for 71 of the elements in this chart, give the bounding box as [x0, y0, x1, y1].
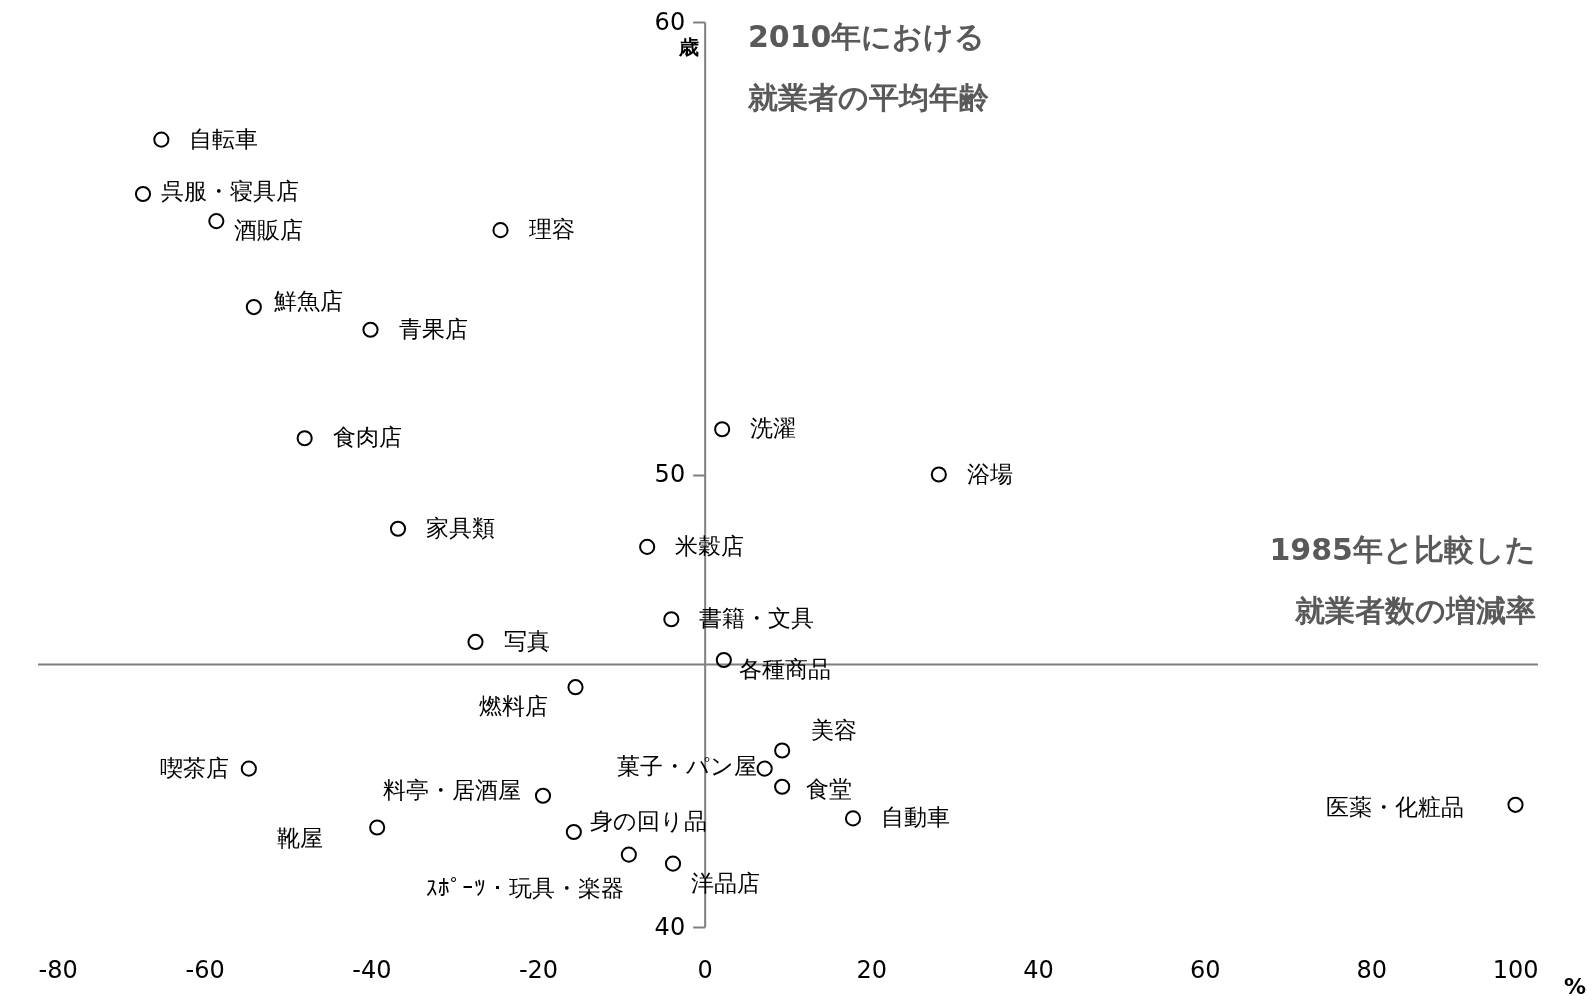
- point: [774, 742, 791, 759]
- annotation: 青果店: [398, 315, 468, 342]
- annotation: 食堂: [806, 775, 853, 802]
- y-tick-label: 40: [654, 912, 686, 941]
- annotation: 自転車: [189, 125, 259, 152]
- point: [714, 421, 731, 438]
- point: [467, 633, 484, 650]
- point: [639, 538, 656, 555]
- annotation: 1985年と比較した: [1269, 532, 1536, 567]
- annotation: ｽﾎﾟｰﾂ・玩具・楽器: [425, 874, 624, 901]
- point: [565, 823, 582, 841]
- annotation: 米穀店: [675, 532, 745, 559]
- annotation: 喫茶店: [159, 754, 229, 781]
- annotation: 呉服・寝具店: [161, 177, 299, 204]
- point: [208, 213, 225, 230]
- point: [134, 185, 152, 203]
- annotation: 身の回り品: [589, 807, 707, 834]
- point: [362, 321, 379, 338]
- point: [774, 778, 791, 795]
- point: [930, 466, 947, 483]
- annotation: 鮮魚店: [273, 288, 343, 315]
- x-tick-label: 100: [1492, 955, 1539, 984]
- annotation: 就業者の平均年齢: [747, 80, 989, 115]
- point: [756, 760, 773, 777]
- point: [620, 846, 637, 863]
- point: [240, 760, 257, 777]
- annotation: 料亭・居酒屋: [383, 776, 521, 803]
- x-tick-label: -60: [185, 955, 225, 984]
- x-tick-label: -40: [352, 955, 392, 984]
- annotation: 家具類: [426, 514, 495, 541]
- x-tick-label: 60: [1189, 955, 1221, 984]
- annotation: 自動車: [881, 804, 950, 831]
- y-axis-title: 歳: [677, 35, 699, 59]
- x-axis-title: %: [1563, 974, 1587, 999]
- point: [844, 810, 862, 827]
- annotation: 洗濯: [750, 415, 797, 442]
- annotation: 食肉店: [332, 424, 402, 451]
- point: [663, 611, 680, 628]
- annotation: 医薬・化粧品: [1325, 793, 1464, 820]
- point: [492, 222, 509, 239]
- x-tick-label: -80: [38, 955, 78, 984]
- annotation: 書籍・文具: [699, 605, 815, 632]
- annotation: 浴場: [966, 460, 1013, 487]
- x-tick-label: 80: [1356, 955, 1388, 984]
- x-tick-label: -20: [518, 955, 559, 984]
- annotation: 洋品店: [691, 869, 760, 896]
- annotation: 酒販店: [234, 217, 304, 244]
- annotation: 各種商品: [738, 656, 831, 683]
- y-tick-label: 50: [654, 460, 686, 488]
- point: [369, 819, 386, 836]
- point: [715, 651, 732, 669]
- y-tick-label: 60: [654, 7, 686, 36]
- point: [245, 299, 262, 316]
- annotation: 燃料店: [479, 693, 548, 720]
- point: [389, 520, 407, 537]
- point: [296, 430, 313, 447]
- annotation: 美容: [811, 716, 858, 743]
- annotation: 靴屋: [277, 825, 324, 852]
- point: [534, 787, 552, 804]
- annotation: 写真: [503, 627, 550, 654]
- x-tick-label: 0: [697, 955, 713, 984]
- annotation: 就業者数の増減率: [1294, 593, 1536, 628]
- x-tick-label: 20: [856, 955, 888, 984]
- point: [567, 679, 584, 696]
- annotation: 2010年における: [748, 19, 986, 54]
- point: [153, 131, 170, 148]
- x-tick-label: 40: [1023, 955, 1054, 984]
- point: [664, 855, 682, 872]
- point: [1507, 796, 1524, 813]
- annotation: 理容: [528, 216, 575, 243]
- annotation: 菓子・パン屋: [616, 752, 757, 779]
